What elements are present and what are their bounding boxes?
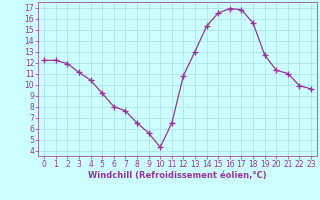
X-axis label: Windchill (Refroidissement éolien,°C): Windchill (Refroidissement éolien,°C)	[88, 171, 267, 180]
